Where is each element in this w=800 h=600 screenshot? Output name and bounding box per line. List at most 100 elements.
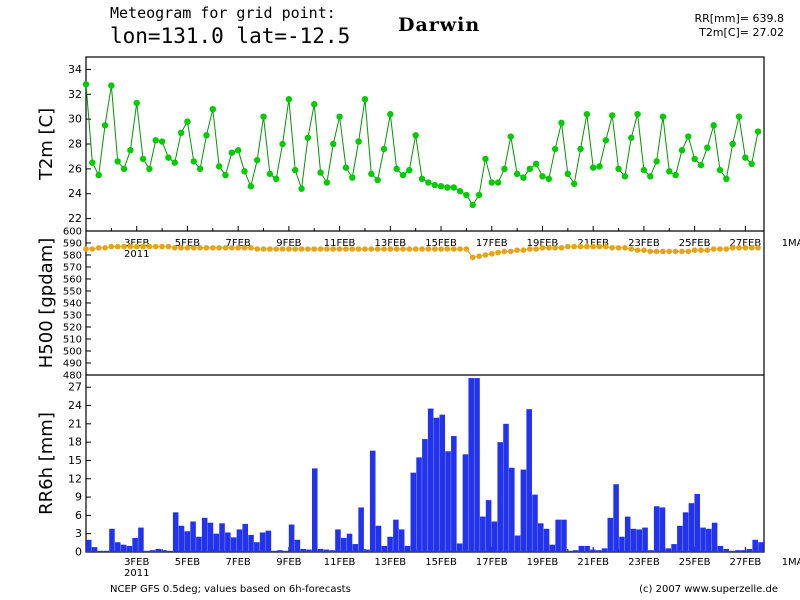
rr-bar xyxy=(91,547,98,552)
rr-bar xyxy=(711,522,718,552)
rr-bar xyxy=(381,545,388,552)
rr-bar xyxy=(404,545,411,552)
rr-bar xyxy=(265,530,272,552)
panel-frames xyxy=(85,56,765,553)
h500-point xyxy=(362,246,368,252)
t2m-point xyxy=(602,137,610,144)
x-tick-label: 27FEB xyxy=(730,557,762,568)
t2m-point xyxy=(393,165,400,173)
x-tick-label: 21FEB xyxy=(577,238,609,249)
t2m-point xyxy=(184,118,191,125)
t2m-point xyxy=(171,159,178,166)
h500-point xyxy=(634,247,641,253)
h500-point xyxy=(672,248,679,255)
data-source-note: NCEP GFS 0.5deg; values based on 6h-fore… xyxy=(110,584,351,595)
y-tick-label: 24 xyxy=(68,399,82,412)
x-tick-label: 1MAR xyxy=(782,238,800,249)
t2m-point xyxy=(456,188,464,195)
x-tick-label: 21FEB xyxy=(577,557,609,568)
rr-bar xyxy=(659,507,666,552)
y-tick-label: 24 xyxy=(68,187,82,200)
t2m-point xyxy=(444,184,451,191)
rr-bar xyxy=(259,532,266,552)
rr-bar xyxy=(358,507,364,552)
h500-point xyxy=(596,243,603,250)
rr-bar xyxy=(323,549,330,552)
t2m-point xyxy=(488,179,495,186)
t2m-point xyxy=(190,158,197,165)
t2m-point xyxy=(139,155,147,163)
h500-point xyxy=(260,246,267,252)
y-tick-label: 520 xyxy=(63,323,82,334)
rr-bar xyxy=(578,545,585,552)
rr-bar xyxy=(120,544,127,552)
t2m-point xyxy=(723,175,730,182)
t2m-point xyxy=(209,106,216,113)
h500-point xyxy=(197,245,203,251)
h500-point xyxy=(216,245,222,251)
rr-bar xyxy=(630,528,637,552)
t2m-point xyxy=(729,140,736,148)
x-tick-label: 15FEB xyxy=(425,557,457,568)
rr-bar xyxy=(717,545,724,552)
h500-point xyxy=(165,243,172,250)
h500-point xyxy=(507,248,514,255)
x-tick-label: 7FEB xyxy=(226,557,251,568)
rr-bar xyxy=(393,519,399,552)
rr-bar xyxy=(242,523,249,552)
t2m-point xyxy=(501,165,508,173)
h500-point xyxy=(254,246,260,252)
t2m-point xyxy=(292,166,299,174)
y-tick-label: 600 xyxy=(63,227,82,238)
y-axis-label: T2m [C] xyxy=(36,108,57,181)
t2m-point xyxy=(368,170,375,178)
t2m-point xyxy=(120,165,128,173)
x-tick-label: 3FEB xyxy=(124,238,149,249)
y-tick-label: 580 xyxy=(63,251,82,262)
y-tick-label: 530 xyxy=(63,311,82,322)
rr-bar xyxy=(607,517,614,552)
h500-point xyxy=(609,245,616,251)
rr-bar xyxy=(613,484,619,552)
y-tick-label: 30 xyxy=(68,113,82,126)
t2m-point xyxy=(558,119,565,127)
rr-bar xyxy=(230,537,237,552)
t2m-point xyxy=(685,133,692,140)
h500-point xyxy=(501,248,508,255)
x-tick-label: 25FEB xyxy=(679,557,711,568)
h500-point xyxy=(539,245,546,251)
rr-bar xyxy=(526,409,532,552)
rr-bar xyxy=(439,414,446,552)
y-tick-label: 570 xyxy=(63,263,82,274)
t2m-point xyxy=(222,171,229,179)
rr-bar xyxy=(509,467,515,552)
h500-point xyxy=(317,246,324,252)
rr-bar xyxy=(752,539,758,552)
t2m-point xyxy=(285,96,293,103)
rr-bar xyxy=(561,519,567,552)
rr-bar xyxy=(485,500,492,552)
rr-bar xyxy=(346,533,353,552)
t2m-point xyxy=(475,191,483,199)
rr-bar xyxy=(410,472,417,552)
y-tick-label: 0 xyxy=(75,546,82,559)
rr-bar xyxy=(196,536,202,552)
rr-bar xyxy=(207,522,214,552)
rr-bar xyxy=(283,550,289,552)
h500-point xyxy=(710,246,717,252)
rr-bar xyxy=(143,550,150,552)
h500-point xyxy=(273,246,280,252)
y-tick-label: 34 xyxy=(68,63,82,76)
h500-point xyxy=(286,246,292,252)
t2m-point xyxy=(158,138,166,145)
h500-point xyxy=(723,246,730,252)
h500-point xyxy=(514,247,520,253)
rr-bar xyxy=(642,527,648,552)
y-tick-label: 590 xyxy=(63,239,82,250)
rr-bar xyxy=(677,525,683,552)
rr-bar xyxy=(601,548,608,552)
rr-bar xyxy=(97,550,104,552)
h500-point xyxy=(660,248,666,255)
